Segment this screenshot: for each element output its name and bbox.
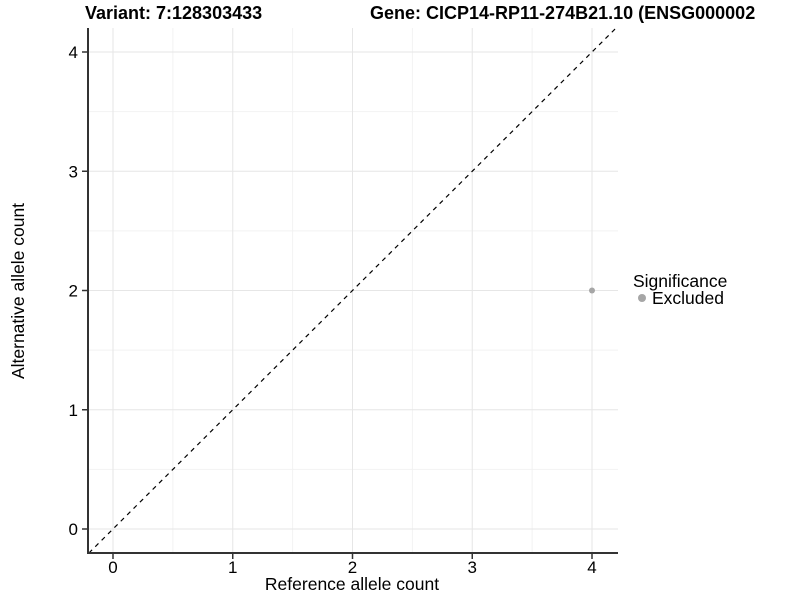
legend-title: Significance (633, 271, 727, 291)
y-tick-label: 4 (69, 43, 78, 62)
x-tick-label: 3 (468, 558, 477, 577)
y-tick-label: 2 (69, 282, 78, 301)
x-tick-label: 0 (108, 558, 117, 577)
legend-key-dot-icon (638, 294, 646, 302)
x-tick-label: 1 (228, 558, 237, 577)
x-axis-title: Reference allele count (265, 574, 439, 594)
plot-title-gene: Gene: CICP14-RP11-274B21.10 (ENSG000002 (370, 3, 755, 23)
identity-dashed-line (88, 27, 617, 554)
legend: Significance Excluded (633, 271, 727, 308)
reference-line-group (88, 27, 617, 554)
axis-ticks (82, 51, 593, 559)
y-tick-label: 3 (69, 162, 78, 181)
plot-title-variant: Variant: 7:128303433 (85, 3, 262, 23)
y-axis-title: Alternative allele count (8, 203, 28, 379)
x-tick-label: 2 (348, 558, 357, 577)
x-tick-label: 4 (587, 558, 596, 577)
data-points-group (589, 287, 595, 294)
axis-tick-labels: 0 1 2 3 4 0 1 2 3 4 (69, 43, 597, 577)
legend-entry-label: Excluded (652, 288, 724, 308)
y-tick-label: 0 (69, 520, 78, 539)
y-tick-label: 1 (69, 401, 78, 420)
data-point (589, 287, 595, 294)
